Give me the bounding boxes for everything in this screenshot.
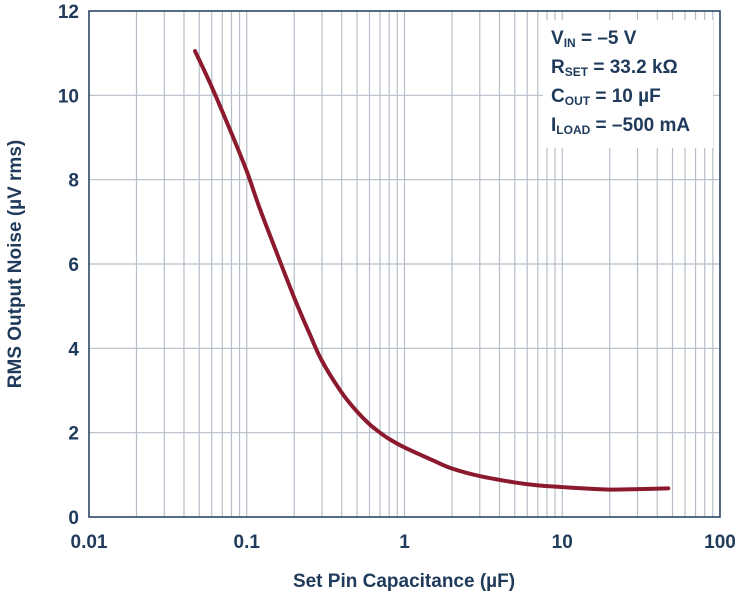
x-axis-label: Set Pin Capacitance (µF) <box>293 571 515 592</box>
x-tick-label: 0.1 <box>234 532 261 553</box>
y-tick-label: 2 <box>68 424 79 445</box>
annotation-line: VIN = –5 V <box>551 28 636 50</box>
y-tick-label: 10 <box>58 86 79 107</box>
tick-labels: 0.01 0.1 1 10 100 0 2 4 6 8 10 12 <box>58 2 736 553</box>
y-tick-label: 4 <box>68 339 79 360</box>
annotation-line: ILOAD = –500 mA <box>551 115 690 137</box>
plot-frame <box>88 10 721 518</box>
x-tick-label: 10 <box>552 532 573 553</box>
y-tick-label: 6 <box>68 255 79 276</box>
annotation-line: RSET = 33.2 kΩ <box>551 57 678 79</box>
annotation-value: = –5 V <box>575 28 637 49</box>
annotation-value: = –500 mA <box>590 115 691 136</box>
annotation-value: = 33.2 kΩ <box>588 57 678 78</box>
y-tick-label: 12 <box>58 2 79 23</box>
y-tick-label: 0 <box>68 508 79 529</box>
y-tick-label: 8 <box>68 171 79 192</box>
annotation-box: VIN = –5 V RSET = 33.2 kΩ COUT = 10 µF ILOA… <box>543 20 713 148</box>
annotation-subscript: LOAD <box>556 123 591 137</box>
annotation-subscript: SET <box>564 65 589 79</box>
y-axis-label: RMS Output Noise (µV rms) <box>5 140 26 388</box>
annotation-value: = 10 µF <box>590 86 661 107</box>
grid <box>89 11 720 517</box>
annotation-symbol: V <box>551 28 564 49</box>
x-tick-label: 100 <box>704 532 736 553</box>
annotation-symbol: I <box>551 115 557 136</box>
annotation-subscript: IN <box>563 36 576 50</box>
annotation-subscript: OUT <box>564 94 591 108</box>
x-tick-label: 1 <box>399 532 410 553</box>
annotation-line: COUT = 10 µF <box>551 86 661 108</box>
x-tick-label: 0.01 <box>71 532 108 553</box>
annotation-symbol: R <box>551 57 565 78</box>
series-line <box>193 49 671 492</box>
annotation-symbol: C <box>551 86 565 107</box>
